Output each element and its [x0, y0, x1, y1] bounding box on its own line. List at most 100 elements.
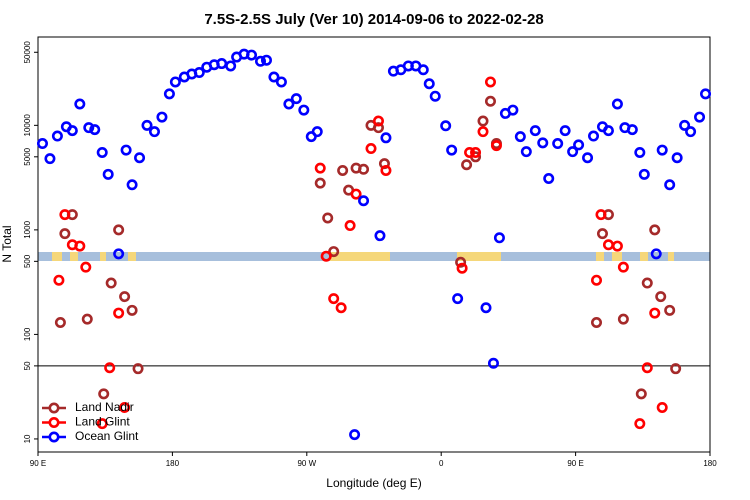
point — [374, 230, 386, 242]
y-axis-label: N Total — [0, 225, 14, 262]
point — [452, 293, 464, 305]
chart-title: 7.5S-2.5S July (Ver 10) 2014-09-06 to 20… — [204, 11, 543, 28]
x-tick-label: 0 — [439, 459, 444, 468]
point — [44, 153, 56, 165]
point — [611, 240, 623, 252]
point — [493, 232, 505, 244]
point — [490, 140, 502, 152]
y-tick-label: 10 — [23, 434, 32, 443]
point — [602, 239, 614, 251]
point — [372, 122, 384, 134]
point — [679, 119, 691, 131]
point — [119, 401, 131, 413]
point — [634, 418, 646, 430]
point — [126, 304, 138, 316]
point — [464, 146, 476, 158]
point — [372, 115, 384, 127]
point — [595, 209, 607, 221]
land-patch — [612, 252, 622, 261]
point — [80, 261, 92, 273]
point — [529, 125, 541, 137]
land-patch — [128, 252, 136, 261]
point — [591, 274, 603, 286]
point — [59, 209, 71, 221]
point — [113, 224, 125, 236]
point — [98, 388, 110, 400]
point — [314, 162, 326, 174]
point — [634, 146, 646, 158]
point — [380, 132, 392, 144]
point — [641, 362, 653, 374]
point — [649, 307, 661, 319]
point — [59, 228, 71, 240]
point — [611, 98, 623, 110]
point — [74, 98, 86, 110]
point — [588, 130, 600, 142]
point — [104, 362, 116, 374]
point — [670, 363, 682, 375]
point — [225, 60, 237, 72]
point — [484, 76, 496, 88]
point — [537, 137, 549, 149]
point — [268, 71, 280, 83]
point — [423, 78, 435, 90]
point — [664, 304, 676, 316]
legend-label: Land Nadir — [75, 400, 134, 414]
point — [105, 277, 117, 289]
point — [446, 144, 458, 156]
point — [298, 104, 310, 116]
point — [596, 228, 608, 240]
point — [66, 125, 78, 137]
legend-marker — [48, 416, 60, 428]
point — [470, 146, 482, 158]
point — [36, 138, 48, 150]
point — [507, 104, 519, 116]
point — [344, 220, 356, 232]
land-patch — [640, 252, 648, 261]
point — [455, 256, 467, 268]
point — [649, 224, 661, 236]
point — [322, 212, 334, 224]
point — [246, 49, 258, 61]
point — [320, 250, 332, 262]
point — [113, 307, 125, 319]
point — [650, 248, 662, 260]
x-tick-label: 90 E — [567, 459, 583, 468]
point — [573, 139, 585, 151]
point — [591, 316, 603, 328]
legend-label: Land Glint — [75, 415, 130, 429]
point — [89, 124, 101, 136]
point — [378, 158, 390, 170]
point — [349, 429, 361, 441]
point — [617, 261, 629, 273]
point — [311, 126, 323, 138]
land-patch — [70, 252, 78, 261]
point — [193, 67, 205, 79]
point — [671, 152, 683, 164]
point — [664, 179, 676, 191]
x-tick-label: 90 E — [30, 459, 46, 468]
point — [461, 159, 473, 171]
point — [120, 144, 132, 156]
point — [132, 363, 144, 375]
point — [480, 302, 492, 314]
point — [54, 316, 66, 328]
point — [328, 293, 340, 305]
x-tick-label: 180 — [703, 459, 717, 468]
point — [102, 168, 114, 180]
point — [335, 302, 347, 314]
point — [156, 111, 168, 123]
point — [350, 188, 362, 200]
x-axis-label: Longitude (deg E) — [326, 476, 421, 490]
land-patch — [457, 252, 501, 261]
y-tick-label: 50 — [23, 361, 32, 370]
legend-marker — [48, 402, 60, 414]
land-patch — [596, 252, 604, 261]
point — [314, 177, 326, 189]
point — [255, 55, 267, 67]
point — [96, 418, 108, 430]
point — [655, 291, 667, 303]
point — [543, 173, 555, 185]
point — [429, 90, 441, 102]
point — [477, 126, 489, 138]
